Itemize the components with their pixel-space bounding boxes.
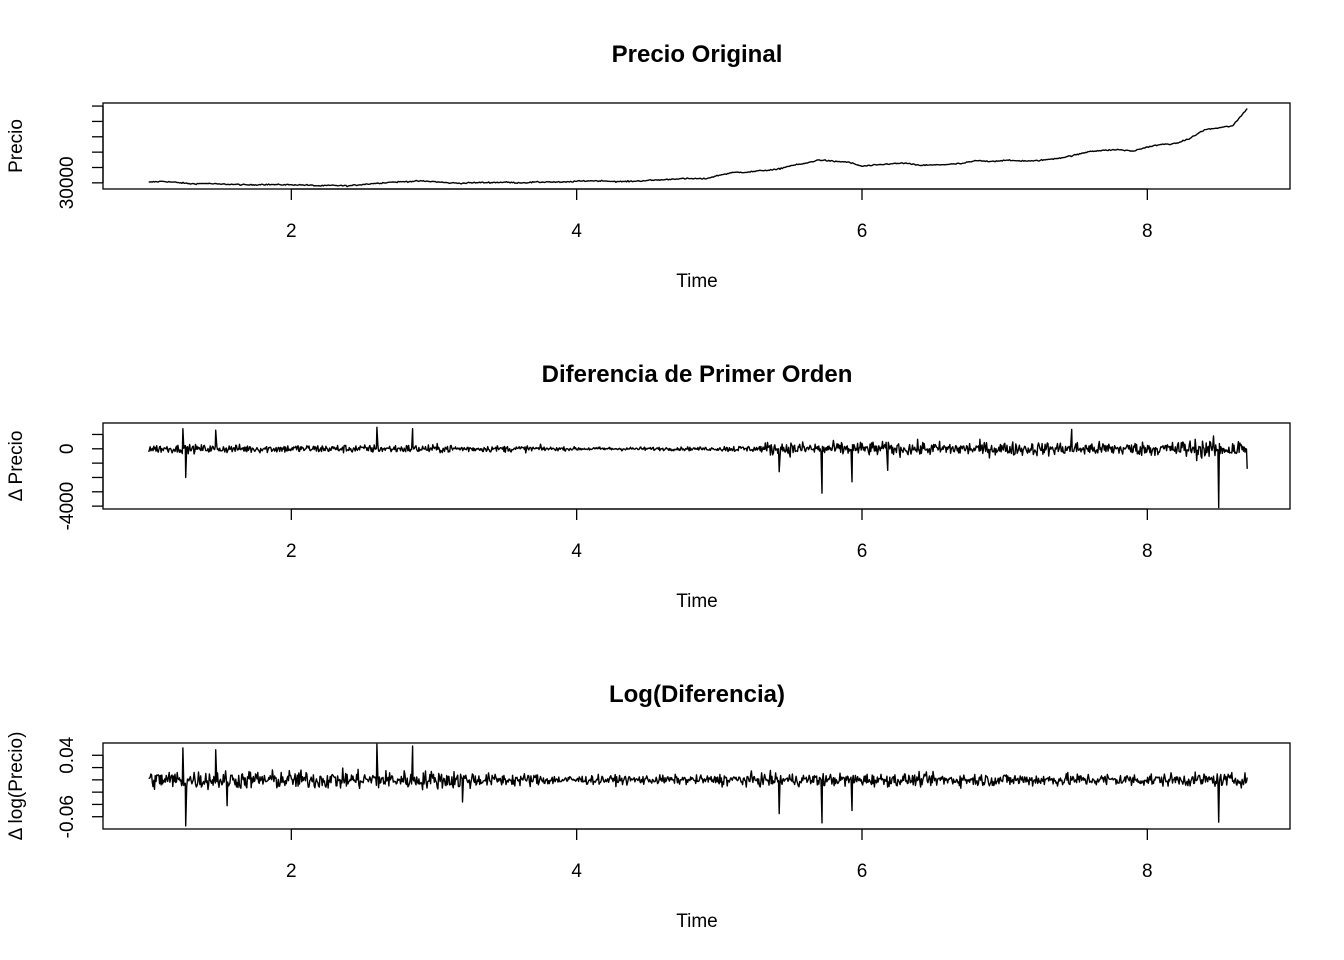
y-tick-label: 0 [57,444,78,455]
x-tick-label: 4 [571,861,582,882]
y-axis: -0.06 0.04 [57,736,104,838]
series-line [148,108,1248,188]
chart-title: Diferencia de Primer Orden [542,361,853,388]
panel-log-diferencia: Log(Diferencia) -0.06 0.04 2 4 6 8 Time Δ lo… [6,681,1291,932]
x-axis: 2 4 6 8 [286,828,1153,882]
x-tick-label: 6 [857,541,868,562]
chart-title: Log(Diferencia) [609,681,785,708]
plot-frame [102,422,1291,510]
series-group [148,108,1248,188]
y-tick-label: -0.06 [57,795,78,838]
y-tick-label: -4000 [57,482,78,531]
y-tick-label: 30000 [57,156,78,209]
x-tick-label: 8 [1142,221,1153,242]
x-axis-label: Time [676,271,718,292]
series-line [148,743,1248,827]
x-tick-label: 6 [857,221,868,242]
panel-precio-original: Precio Original 30000 2 4 6 8 Time Precio [6,41,1291,292]
y-axis-label: Precio [6,119,27,173]
x-tick-label: 2 [286,221,297,242]
x-axis-label: Time [676,591,718,612]
y-axis-label: Δ log(Precio) [6,732,27,841]
x-tick-label: 2 [286,541,297,562]
x-axis: 2 4 6 8 [286,508,1153,562]
x-tick-label: 6 [857,861,868,882]
x-tick-label: 2 [286,861,297,882]
x-axis-label: Time [676,911,718,932]
x-tick-label: 8 [1142,861,1153,882]
plot-frame [102,742,1291,830]
plot-frame [102,102,1291,190]
x-tick-label: 4 [571,541,582,562]
y-tick-label: 0.04 [57,736,78,773]
y-axis-label: Δ Precio [6,431,27,502]
chart-title: Precio Original [612,41,783,68]
series-group [148,743,1248,827]
series-line [148,426,1248,509]
series-group [148,426,1248,509]
panel-diferencia: Diferencia de Primer Orden -4000 0 2 4 6 8 T… [6,361,1291,612]
x-tick-label: 8 [1142,541,1153,562]
y-axis: 30000 [57,105,104,209]
x-axis: 2 4 6 8 [286,188,1153,242]
y-axis: -4000 0 [57,433,104,531]
x-tick-label: 4 [571,221,582,242]
